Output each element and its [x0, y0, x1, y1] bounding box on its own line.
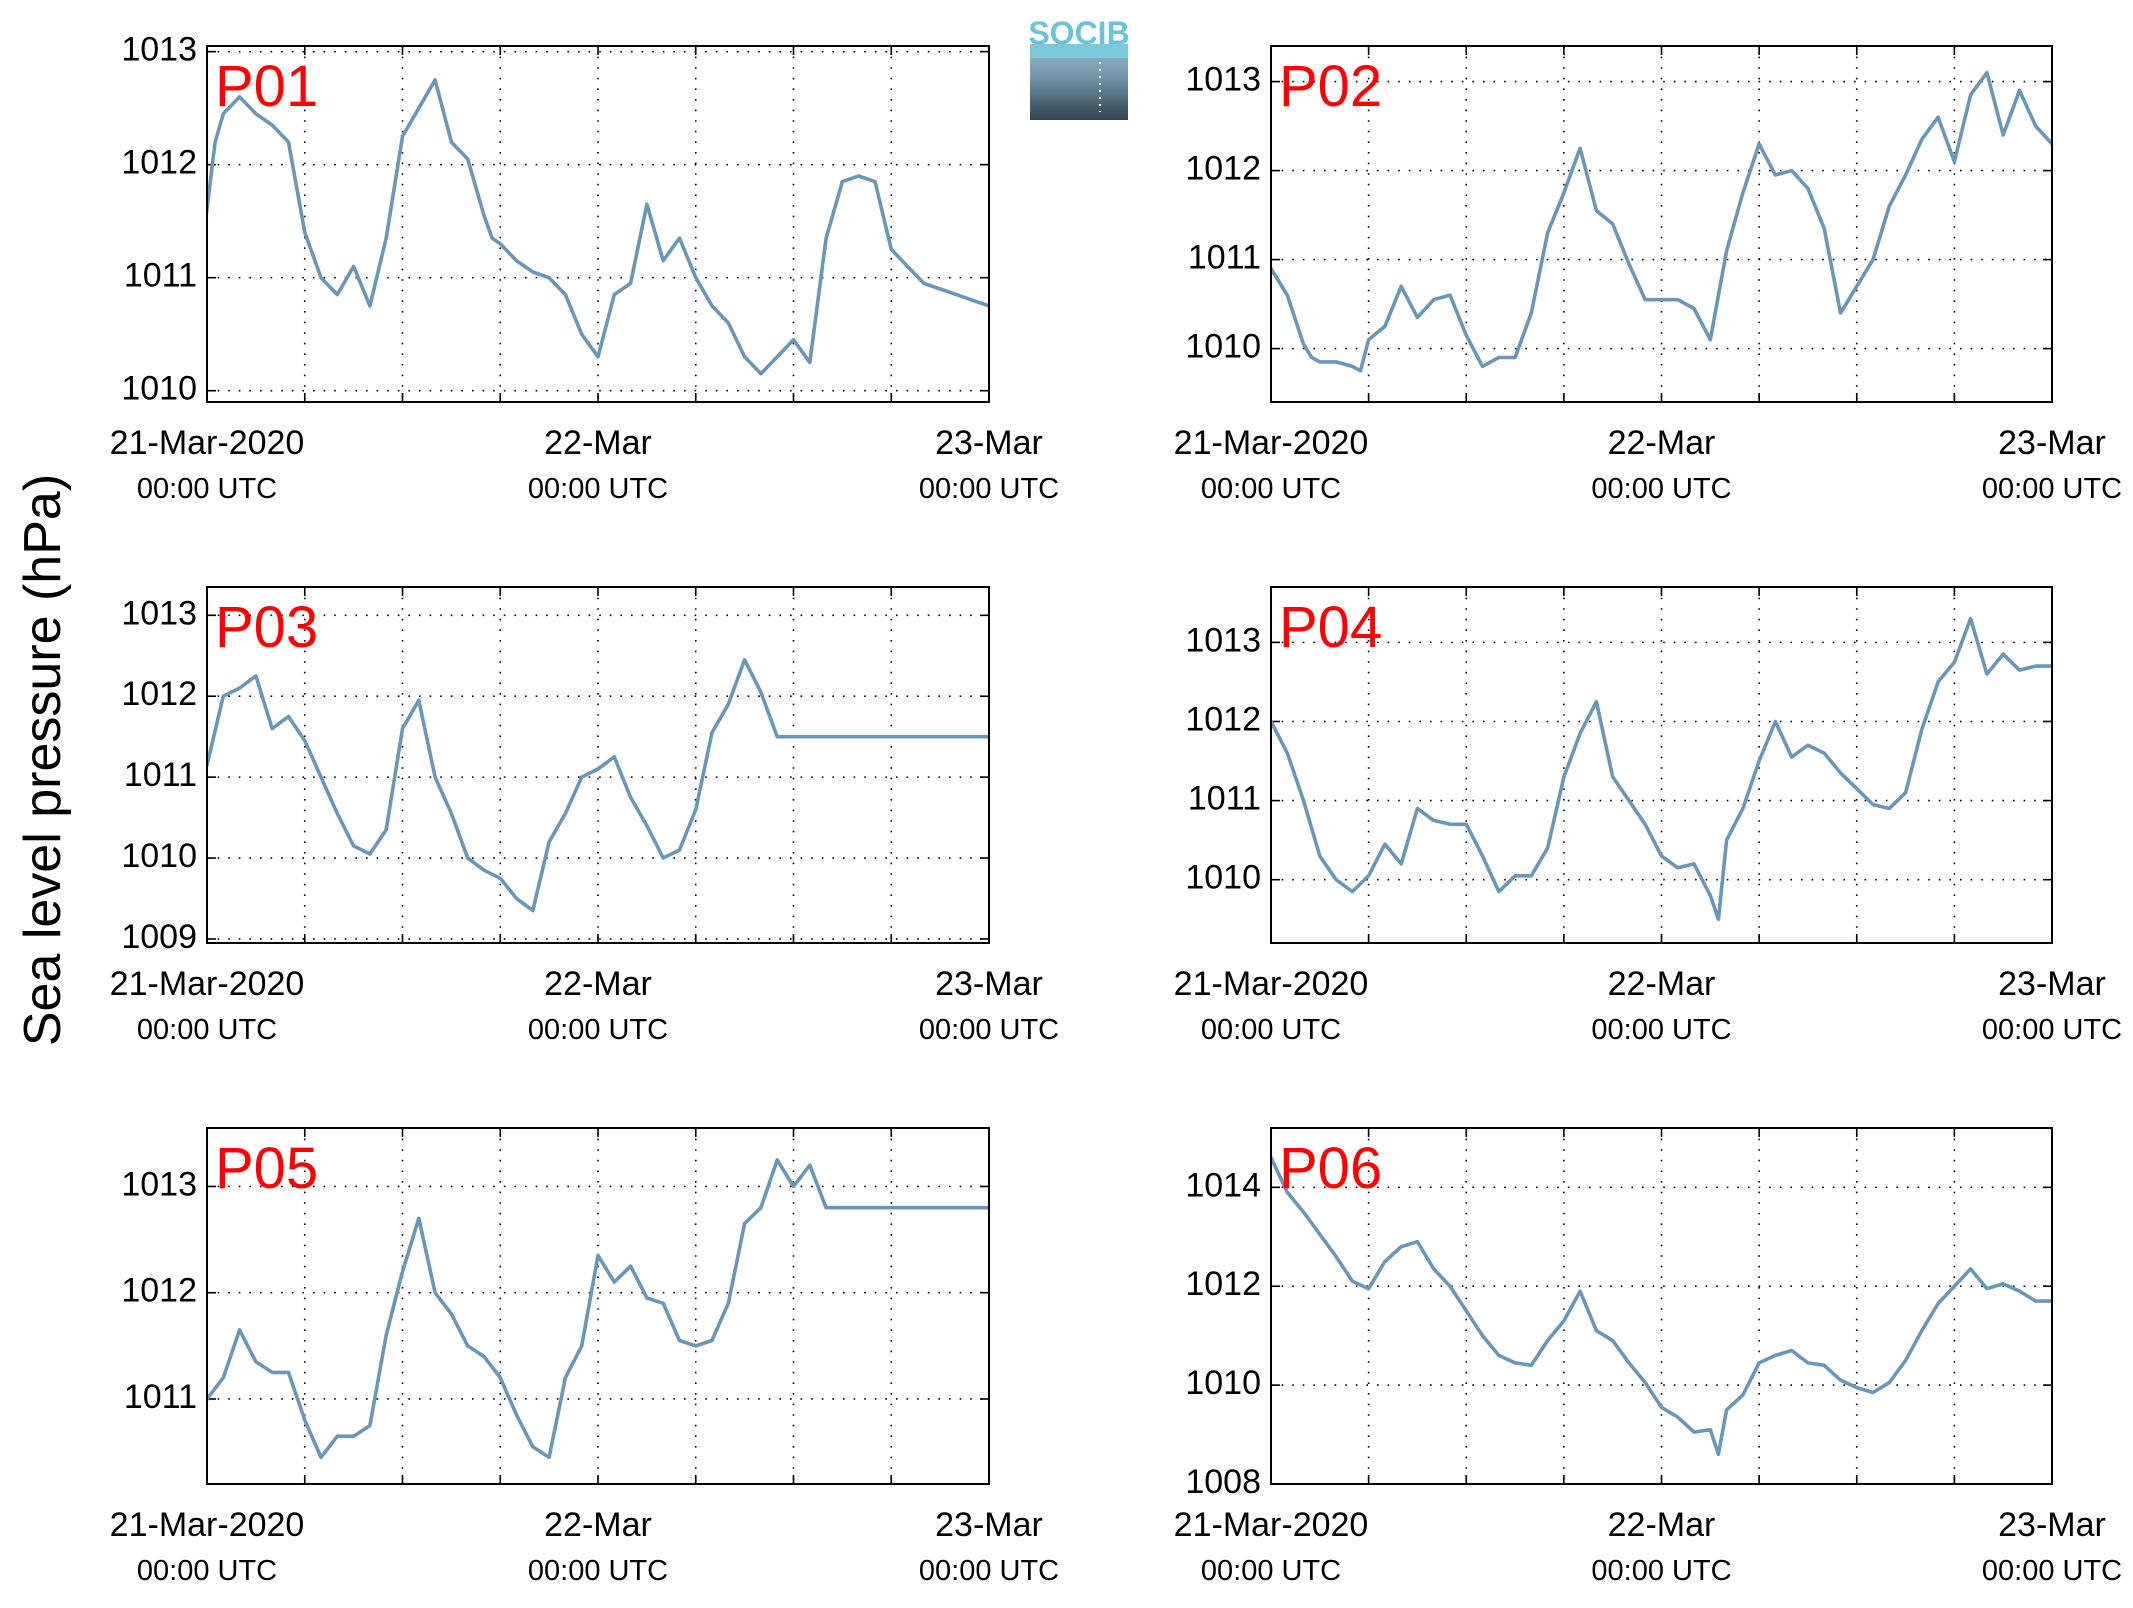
y-tick-label: 1009	[121, 918, 197, 956]
x-tick-label-time: 00:00 UTC	[528, 1014, 668, 1046]
x-tick-label-time: 00:00 UTC	[137, 1014, 277, 1046]
series-line-1	[1271, 70, 2052, 373]
x-tick-label-date: 21-Mar-2020	[1174, 965, 1369, 1003]
y-tick-label: 1012	[1185, 1265, 1261, 1303]
y-tick-label: 1010	[121, 837, 197, 875]
x-tick-label-date: 22-Mar	[544, 965, 652, 1003]
x-tick-label-time: 00:00 UTC	[137, 1555, 277, 1587]
y-tick-label: 1013	[121, 1165, 197, 1203]
panel-label: P06	[1279, 1136, 1382, 1201]
x-tick-label-time: 00:00 UTC	[1201, 1014, 1341, 1046]
axis-frame	[206, 586, 990, 944]
axis-frame	[1270, 1127, 2053, 1485]
panel-label: P02	[1279, 54, 1382, 119]
x-tick-label-time: 00:00 UTC	[528, 1555, 668, 1587]
x-tick-label-date: 22-Mar	[544, 424, 652, 462]
axis-frame	[206, 45, 990, 403]
chart-panel-4: 1010 1011 1012 1013 21-Mar-2020 00:00 UTC 22-M…	[1174, 586, 2122, 1046]
series-line-1	[1271, 1155, 2052, 1457]
y-tick-label: 1010	[1185, 328, 1261, 366]
panel-label: P03	[215, 595, 318, 660]
x-tick-label-time: 00:00 UTC	[528, 473, 668, 505]
panel-label: P01	[215, 54, 318, 119]
series-line-1	[207, 657, 989, 913]
chart-panel-1: 1010 1011 1012 1013 21-Mar-2020 00:00 UTC 22-M…	[110, 31, 1059, 505]
x-tick-label-date: 22-Mar	[1608, 424, 1716, 462]
y-tick-label: 1012	[121, 675, 197, 713]
y-tick-label: 1013	[1185, 621, 1261, 659]
x-tick-label-date: 22-Mar	[1608, 965, 1716, 1003]
x-tick-label-date: 23-Mar	[1998, 1506, 2106, 1544]
x-tick-label-time: 00:00 UTC	[137, 473, 277, 505]
axis-frame	[206, 1127, 990, 1485]
y-tick-label: 1008	[1185, 1463, 1261, 1501]
x-tick-label-date: 21-Mar-2020	[110, 965, 305, 1003]
x-tick-label-time: 00:00 UTC	[1591, 1014, 1731, 1046]
x-tick-label-time: 00:00 UTC	[1201, 1555, 1341, 1587]
axis-frame	[1270, 45, 2053, 403]
y-tick-label: 1010	[1185, 859, 1261, 897]
y-tick-label: 1010	[1185, 1364, 1261, 1402]
x-tick-label-date: 23-Mar	[1998, 965, 2106, 1003]
y-tick-label: 1013	[1185, 61, 1261, 99]
x-tick-label-time: 00:00 UTC	[1591, 473, 1731, 505]
x-tick-label-date: 21-Mar-2020	[110, 1506, 305, 1544]
x-tick-label-time: 00:00 UTC	[1982, 1555, 2122, 1587]
chart-panel-6: 1008 1010 1012 1014 21-Mar-2020 00:00 UTC 22-M…	[1174, 1127, 2122, 1587]
x-tick-label-date: 22-Mar	[1608, 1506, 1716, 1544]
axis-frame	[1270, 586, 2053, 944]
y-tick-label: 1013	[121, 31, 197, 69]
panel-label: P05	[215, 1136, 318, 1201]
chart-panel-2: 1010 1011 1012 1013 21-Mar-2020 00:00 UTC 22-M…	[1174, 45, 2122, 505]
y-tick-label: 1011	[124, 756, 197, 794]
x-tick-label-time: 00:00 UTC	[919, 1014, 1059, 1046]
y-tick-label: 1011	[1188, 780, 1261, 818]
x-tick-label-date: 22-Mar	[544, 1506, 652, 1544]
chart-panel-5: 1011 1012 1013 21-Mar-2020 00:00 UTC 22-Mar 00…	[110, 1127, 1059, 1587]
x-tick-label-date: 21-Mar-2020	[1174, 424, 1369, 462]
series-line-1	[207, 1158, 989, 1460]
logo-text: SOCIB	[1028, 15, 1129, 51]
socib-logo: SOCIB	[1028, 15, 1130, 120]
chart-panel-3: 1009 1010 1011 1012 1013 21-Mar-2020 00:00 UTC…	[110, 586, 1059, 1046]
y-tick-label: 1010	[121, 370, 197, 408]
panel-label: P04	[1279, 595, 1382, 660]
x-tick-label-time: 00:00 UTC	[1591, 1555, 1731, 1587]
y-tick-label: 1011	[124, 257, 197, 295]
x-tick-label-time: 00:00 UTC	[1201, 473, 1341, 505]
y-tick-label: 1012	[1185, 700, 1261, 738]
y-tick-label: 1014	[1185, 1166, 1261, 1204]
x-tick-label-date: 23-Mar	[935, 965, 1043, 1003]
y-tick-label: 1012	[121, 144, 197, 182]
x-tick-label-date: 23-Mar	[935, 424, 1043, 462]
y-tick-label: 1012	[121, 1272, 197, 1310]
y-tick-label: 1011	[1188, 239, 1261, 277]
x-tick-label-date: 23-Mar	[935, 1506, 1043, 1544]
x-tick-label-time: 00:00 UTC	[919, 1555, 1059, 1587]
x-tick-label-date: 21-Mar-2020	[1174, 1506, 1369, 1544]
x-tick-label-date: 21-Mar-2020	[110, 424, 305, 462]
x-tick-label-time: 00:00 UTC	[1982, 473, 2122, 505]
x-tick-label-time: 00:00 UTC	[1982, 1014, 2122, 1046]
y-tick-label: 1011	[124, 1378, 197, 1416]
y-tick-label: 1013	[121, 594, 197, 632]
series-line-1	[1271, 616, 2052, 922]
x-tick-label-date: 23-Mar	[1998, 424, 2106, 462]
x-tick-label-time: 00:00 UTC	[919, 473, 1059, 505]
y-tick-label: 1012	[1185, 150, 1261, 188]
series-line-1	[207, 78, 989, 376]
y-axis-label: Sea level pressure (hPa)	[14, 474, 72, 1046]
